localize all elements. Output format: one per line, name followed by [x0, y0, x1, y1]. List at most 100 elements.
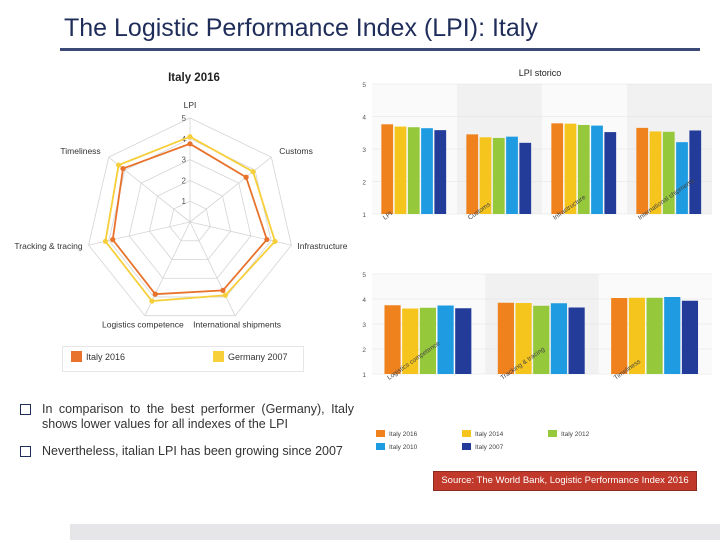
bullet-text: Nevertheless, italian LPI has been growi…: [42, 444, 343, 458]
legend-label: Italy 2016: [86, 352, 126, 362]
radar-point-italy-2016: [220, 287, 226, 294]
source-note: Source: The World Bank, Logistic Perform…: [434, 472, 696, 490]
bar-legend-swatch: [376, 443, 385, 450]
bar-y-tick-label: 5: [362, 82, 366, 89]
bar-italy-2007: [519, 142, 532, 214]
bar-chart-title: LPI storico: [519, 68, 562, 78]
radar-grid-ring: [169, 200, 211, 242]
radar-series-germany-2007: [104, 135, 276, 303]
bar-italy-2012: [577, 124, 590, 214]
radar-point-germany-2007: [149, 298, 155, 304]
bar-italy-2010: [506, 136, 518, 214]
bar-italy-2010: [437, 305, 454, 374]
bar-italy-2012: [662, 131, 675, 214]
bar-x-tick-label: LPI: [382, 210, 394, 221]
radar-axis-label: LPI: [184, 100, 197, 110]
radar-point-italy-2016: [152, 291, 158, 297]
bar-italy-2007: [681, 300, 699, 374]
bar-italy-2012: [533, 305, 550, 374]
bar-y-tick-label: 1: [362, 212, 366, 219]
checkbox-bullet-icon: [20, 446, 31, 457]
bar-italy-2010: [676, 142, 688, 214]
bar-italy-2014: [394, 126, 407, 214]
radar-grid-ring: [88, 117, 292, 317]
bar-italy-2016: [551, 123, 564, 214]
bullet-list: In comparison to the best performer (Ger…: [20, 402, 354, 471]
bar-y-tick-label: 4: [362, 297, 366, 304]
radar-axis-label: Infrastructure: [297, 241, 347, 251]
bar-italy-2007: [604, 132, 617, 214]
radar-point-italy-2016: [243, 174, 249, 180]
radar-grid-ring: [149, 179, 231, 260]
radar-tick-label: 5: [182, 114, 187, 123]
radar-grid-ring: [108, 138, 272, 298]
bar-y-tick-label: 2: [362, 180, 366, 187]
radar-axis-label: International shipments: [193, 320, 281, 330]
bar-legend-swatch: [462, 430, 471, 437]
radar-point-italy-2016: [120, 165, 126, 172]
bar-italy-2012: [646, 297, 663, 374]
bar-italy-2010: [550, 303, 568, 374]
bar-legend-swatch: [376, 430, 385, 437]
radar-tick-label: 3: [182, 156, 187, 165]
bar-italy-2010: [664, 297, 681, 374]
bar-italy-2012: [419, 307, 437, 374]
radar-spoke: [189, 221, 236, 316]
radar-point-germany-2007: [250, 169, 256, 175]
radar-series-italy-2016: [111, 142, 268, 296]
radar-spoke: [189, 156, 272, 223]
radar-tick-label: 1: [182, 197, 187, 206]
bar-y-tick-label: 5: [362, 272, 366, 279]
legend-swatch: [71, 351, 82, 362]
radar-axis-label: Tracking & tracing: [14, 241, 82, 251]
radar-point-germany-2007: [116, 162, 122, 168]
radar-point-germany-2007: [222, 292, 228, 298]
title-underline: [60, 48, 700, 51]
bar-legend-swatch: [462, 443, 471, 450]
legend-label: Germany 2007: [228, 352, 288, 362]
legend-swatch: [213, 351, 224, 362]
bar-legend-swatch: [548, 430, 557, 437]
radar-point-italy-2016: [264, 236, 270, 243]
radar-point-italy-2016: [187, 141, 193, 147]
footer-bar: [70, 524, 720, 540]
bar-y-tick-label: 4: [362, 115, 366, 122]
bar-legend-label: Italy 2007: [475, 444, 504, 451]
radar-point-germany-2007: [102, 238, 109, 244]
radar-axis-label: Timeliness: [60, 146, 100, 156]
bar-y-tick-label: 2: [362, 347, 366, 354]
bar-italy-2010: [421, 128, 433, 214]
radar-legend: Italy 2016 Germany 2007: [62, 346, 304, 372]
checkbox-bullet-icon: [20, 404, 31, 415]
radar-point-germany-2007: [272, 238, 278, 244]
bar-legend-label: Italy 2014: [475, 431, 504, 438]
bar-italy-2016: [381, 124, 394, 214]
bar-italy-2016: [636, 127, 649, 214]
bar-italy-2016: [497, 302, 514, 374]
bar-legend-label: Italy 2012: [561, 431, 590, 438]
bar-y-tick-label: 3: [362, 322, 366, 329]
bar-italy-2014: [402, 308, 419, 374]
bar-italy-2014: [479, 137, 492, 214]
radar-grid-ring: [128, 159, 252, 279]
bar-italy-2012: [492, 137, 505, 214]
bar-italy-2016: [611, 298, 628, 374]
bar-italy-2007: [455, 308, 472, 374]
bar-italy-2010: [591, 125, 603, 214]
bar-italy-2014: [628, 297, 645, 374]
radar-axis-label: Customs: [279, 146, 313, 156]
bar-y-tick-label: 1: [362, 372, 366, 379]
bullet-text: In comparison to the best performer (Ger…: [42, 402, 354, 431]
radar-tick-label: 2: [182, 176, 187, 185]
bar-italy-2016: [466, 134, 479, 214]
bar-italy-2014: [515, 303, 532, 374]
bullet-item: Nevertheless, italian LPI has been growi…: [20, 444, 354, 459]
radar-point-germany-2007: [187, 134, 193, 140]
bar-italy-2012: [407, 127, 420, 214]
bar-italy-2007: [689, 130, 702, 214]
slide-title: The Logistic Performance Index (LPI): It…: [64, 14, 538, 42]
bar-italy-2007: [434, 130, 447, 214]
bar-legend-label: Italy 2010: [389, 444, 418, 451]
bar-italy-2016: [384, 305, 401, 374]
